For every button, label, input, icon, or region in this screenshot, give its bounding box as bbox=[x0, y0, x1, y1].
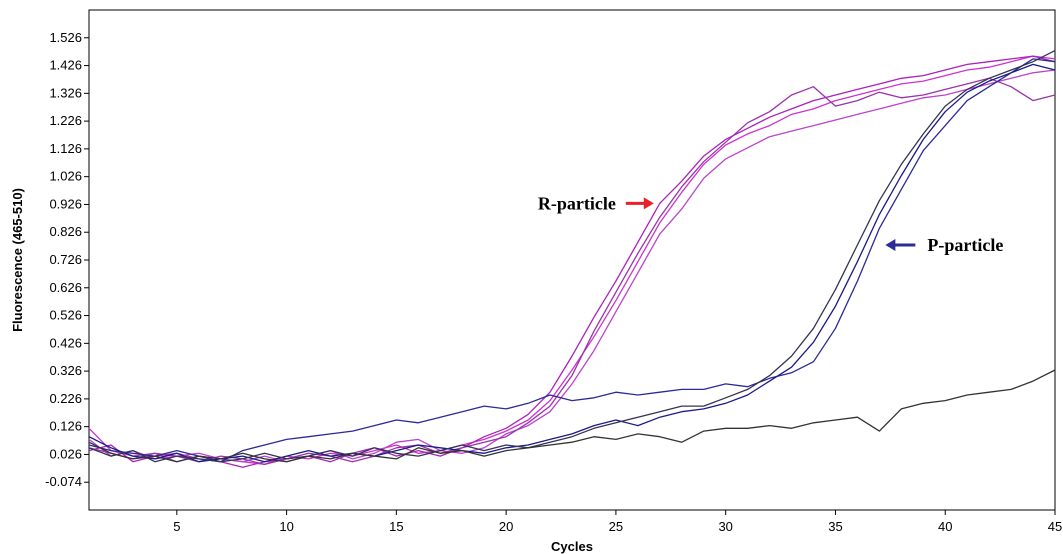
y-tick-label: 1.426 bbox=[49, 58, 82, 73]
annotation-2: P-particle bbox=[885, 235, 1003, 255]
y-tick-label: 0.926 bbox=[49, 196, 82, 211]
x-axis-title: Cycles bbox=[551, 539, 593, 554]
series-line-3 bbox=[88, 69, 1056, 463]
y-tick-label: 0.126 bbox=[49, 419, 82, 434]
series-line-4 bbox=[88, 77, 1056, 466]
y-tick-label: 1.026 bbox=[49, 169, 82, 184]
series-line-2 bbox=[88, 55, 1056, 468]
series-line-6 bbox=[88, 63, 1056, 463]
y-tick-label: 1.526 bbox=[49, 30, 82, 45]
series-line-5 bbox=[88, 58, 1056, 463]
series-line-8 bbox=[88, 369, 1056, 463]
x-tick-label: 35 bbox=[828, 519, 842, 534]
plot-area bbox=[88, 9, 1056, 511]
x-tick-label: 5 bbox=[173, 519, 180, 534]
y-tick-label: 0.426 bbox=[49, 335, 82, 350]
y-tick-label: 1.226 bbox=[49, 113, 82, 128]
annotation-arrow-icon bbox=[625, 197, 654, 210]
y-tick-label: 0.826 bbox=[49, 224, 82, 239]
x-tick-label: 30 bbox=[718, 519, 732, 534]
series-line-7 bbox=[88, 50, 1056, 463]
x-tick-label: 10 bbox=[279, 519, 293, 534]
y-tick-label: 1.326 bbox=[49, 85, 82, 100]
y-tick-label: 1.126 bbox=[49, 141, 82, 156]
y-tick-label: 0.626 bbox=[49, 280, 82, 295]
x-axis-ticks: 5 10 15 20 25 30 35 40 45 bbox=[173, 510, 1062, 534]
y-axis-ticks: -0.074 0.026 0.126 0.226 0.326 0.426 0.526 0.62… bbox=[45, 30, 89, 489]
y-tick-label: 0.526 bbox=[49, 308, 82, 323]
y-tick-label: -0.074 bbox=[45, 474, 82, 489]
y-tick-label: 0.026 bbox=[49, 446, 82, 461]
annotation-label: R-particle bbox=[538, 193, 616, 213]
x-tick-label: 45 bbox=[1048, 519, 1062, 534]
annotation-group: R-particle P-particle bbox=[538, 193, 1003, 255]
y-axis-title: Fluorescence (465-510) bbox=[10, 188, 25, 332]
y-tick-label: 0.226 bbox=[49, 391, 82, 406]
series-line-1 bbox=[88, 55, 1056, 466]
annotation-1: R-particle bbox=[538, 193, 654, 213]
annotation-arrow-icon bbox=[885, 239, 916, 251]
annotation-label: P-particle bbox=[927, 235, 1003, 255]
x-tick-label: 25 bbox=[609, 519, 623, 534]
x-tick-label: 20 bbox=[499, 519, 513, 534]
series-group bbox=[88, 50, 1056, 468]
y-tick-label: 0.726 bbox=[49, 252, 82, 267]
x-tick-label: 15 bbox=[389, 519, 403, 534]
x-tick-label: 40 bbox=[938, 519, 952, 534]
y-tick-label: 0.326 bbox=[49, 363, 82, 378]
